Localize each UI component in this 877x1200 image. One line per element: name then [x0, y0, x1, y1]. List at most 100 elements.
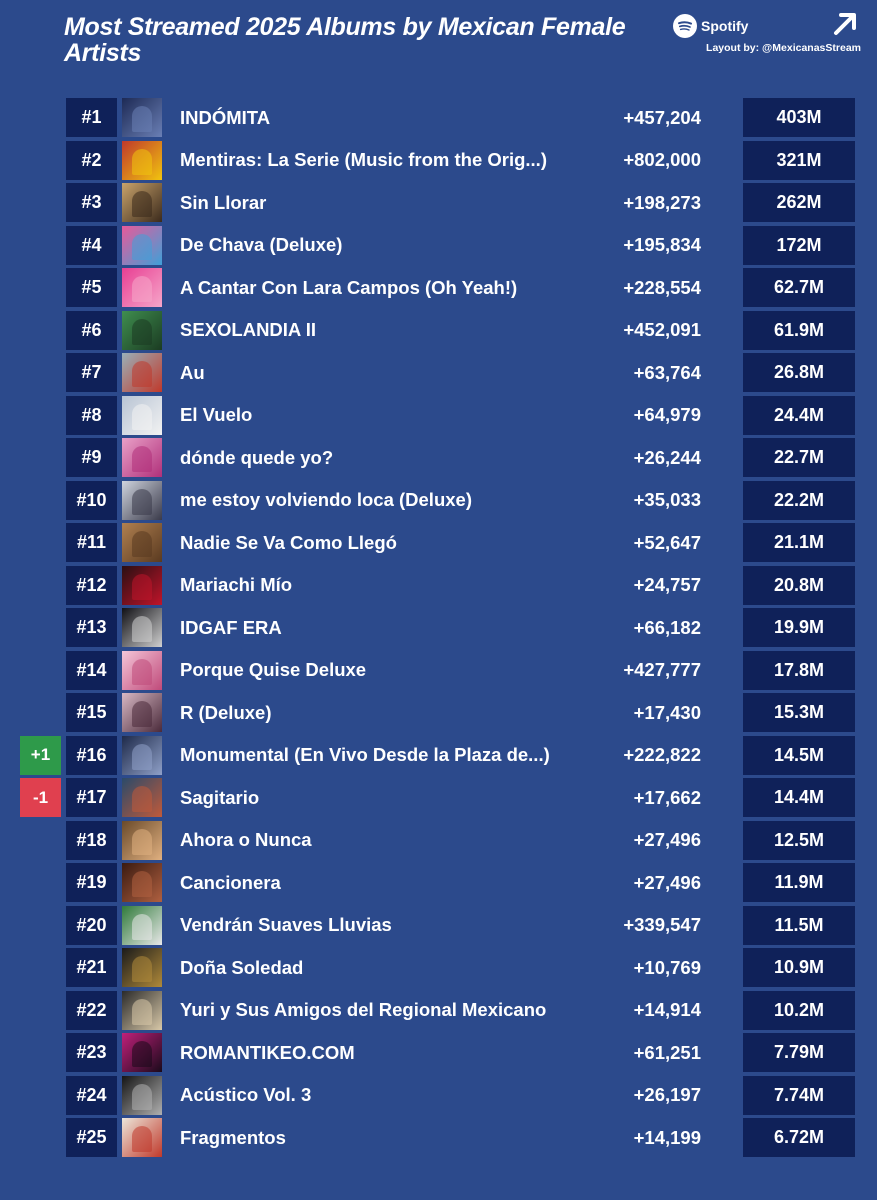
- album-cover: [122, 1075, 162, 1115]
- rank-number: #17: [66, 778, 117, 817]
- album-cover: [122, 905, 162, 945]
- album-title: Nadie Se Va Como Llegó: [180, 531, 397, 553]
- daily-streams: +35,033: [633, 489, 701, 510]
- album-title: INDÓMITA: [180, 106, 271, 128]
- list-item: #20 Vendrán Suaves Lluvias +339,547 11.5M: [0, 905, 877, 948]
- album-cover: [122, 863, 162, 902]
- total-streams: 61.9M: [743, 310, 855, 350]
- album-title: ROMANTIKEO.COM: [180, 1041, 355, 1063]
- list-item: #4 De Chava (Deluxe) +195,834 172M: [0, 225, 877, 268]
- album-cover: [122, 650, 162, 690]
- list-item: #10 me estoy volviendo loca (Deluxe) +35,0…: [0, 480, 877, 523]
- list-item: #2 Mentiras: La Serie (Music from the Ori…: [0, 140, 877, 183]
- daily-streams: +27,496: [633, 829, 701, 850]
- album-title: Au: [180, 361, 205, 383]
- list-item: #21 Doña Soledad +10,769 10.9M: [0, 947, 877, 990]
- daily-streams: +14,914: [633, 999, 701, 1020]
- list-item: #15 R (Deluxe) +17,430 15.3M: [0, 692, 877, 735]
- daily-streams: +198,273: [623, 191, 701, 213]
- album-title: Mentiras: La Serie (Music from the Orig.…: [180, 149, 547, 170]
- album-title: SEXOLANDIA II: [180, 319, 317, 340]
- list-item: #12 Mariachi Mío +24,757 20.8M: [0, 565, 877, 608]
- total-streams: 20.8M: [743, 565, 855, 605]
- album-title: Yuri y Sus Amigos del Regional Mexicano: [180, 999, 547, 1020]
- album-title: Monumental (En Vivo Desde la Plaza de...…: [180, 744, 550, 765]
- daily-streams: +14,199: [633, 1126, 701, 1148]
- album-cover: [122, 1118, 162, 1157]
- album-title: Porque Quise Deluxe: [180, 659, 367, 680]
- total-streams: 17.8M: [743, 650, 855, 690]
- album-cover: [122, 183, 162, 222]
- album-title: Sin Llorar: [180, 191, 267, 213]
- page-title: Most Streamed 2025 Albums by Mexican Fem…: [64, 13, 626, 67]
- daily-streams: +64,979: [633, 404, 701, 425]
- album-title: Doña Soledad: [180, 956, 304, 978]
- rank-number: #5: [66, 268, 117, 307]
- album-cover: [122, 735, 162, 775]
- rank-number: #13: [66, 608, 117, 647]
- album-title: me estoy volviendo loca (Deluxe): [180, 489, 472, 510]
- daily-streams: +17,662: [633, 786, 701, 808]
- rank-number: #2: [66, 140, 117, 180]
- rank-change-badge: +1: [20, 735, 61, 775]
- rank-number: #14: [66, 650, 117, 690]
- daily-streams: +66,182: [633, 616, 701, 638]
- rank-number: #19: [66, 863, 117, 902]
- list-item: -1 #17 Sagitario +17,662 14.4M: [0, 777, 877, 820]
- album-cover: [122, 310, 162, 350]
- album-cover: [122, 1033, 162, 1072]
- daily-streams: +24,757: [633, 574, 701, 595]
- album-cover: [122, 608, 162, 647]
- album-cover: [122, 395, 162, 435]
- album-cover: [122, 480, 162, 520]
- list-item: #24 Acústico Vol. 3 +26,197 7.74M: [0, 1075, 877, 1118]
- album-title: IDGAF ERA: [180, 616, 282, 638]
- album-title: Cancionera: [180, 871, 281, 893]
- list-item: #3 Sin Llorar +198,273 262M: [0, 182, 877, 225]
- list-item: #8 El Vuelo +64,979 24.4M: [0, 395, 877, 438]
- total-streams: 21.1M: [743, 523, 855, 562]
- album-cover: [122, 438, 162, 477]
- daily-streams: +195,834: [623, 234, 701, 255]
- rank-number: #25: [66, 1118, 117, 1157]
- rank-number: #20: [66, 905, 117, 945]
- total-streams: 62.7M: [743, 268, 855, 307]
- album-title: De Chava (Deluxe): [180, 234, 343, 255]
- daily-streams: +427,777: [623, 659, 701, 680]
- album-title: Vendrán Suaves Lluvias: [180, 914, 392, 935]
- daily-streams: +457,204: [623, 106, 701, 128]
- album-cover: [122, 778, 162, 817]
- daily-streams: +61,251: [633, 1041, 701, 1063]
- rank-number: #12: [66, 565, 117, 605]
- daily-streams: +802,000: [623, 149, 701, 170]
- spotify-logo: Spotify: [673, 14, 748, 38]
- album-cover: [122, 990, 162, 1030]
- rank-number: #3: [66, 183, 117, 222]
- rank-number: #6: [66, 310, 117, 350]
- spotify-icon: [673, 14, 697, 38]
- rank-number: #11: [66, 523, 117, 562]
- total-streams: 6.72M: [743, 1118, 855, 1157]
- daily-streams: +63,764: [633, 361, 701, 383]
- list-item: #22 Yuri y Sus Amigos del Regional Mexica…: [0, 990, 877, 1033]
- album-cover: [122, 353, 162, 392]
- rank-number: #18: [66, 820, 117, 860]
- brand-block: Spotify Layout by: @MexicanasStream: [673, 10, 863, 56]
- daily-streams: +228,554: [623, 276, 701, 298]
- album-cover: [122, 225, 162, 265]
- total-streams: 7.74M: [743, 1075, 855, 1115]
- daily-streams: +339,547: [623, 914, 701, 935]
- album-title: A Cantar Con Lara Campos (Oh Yeah!): [180, 276, 518, 298]
- album-title: dónde quede yo?: [180, 446, 334, 468]
- album-cover: [122, 820, 162, 860]
- total-streams: 15.3M: [743, 693, 855, 732]
- rank-number: #1: [66, 98, 117, 137]
- list-item: +1 #16 Monumental (En Vivo Desde la Plaza …: [0, 735, 877, 778]
- rank-number: #10: [66, 480, 117, 520]
- rank-number: #4: [66, 225, 117, 265]
- album-ranking-list: #1 INDÓMITA +457,204 403M #2 Mentiras: La Ser…: [0, 97, 877, 1160]
- album-title: Sagitario: [180, 786, 260, 808]
- rank-number: #24: [66, 1075, 117, 1115]
- daily-streams: +10,769: [633, 956, 701, 978]
- total-streams: 403M: [743, 98, 855, 137]
